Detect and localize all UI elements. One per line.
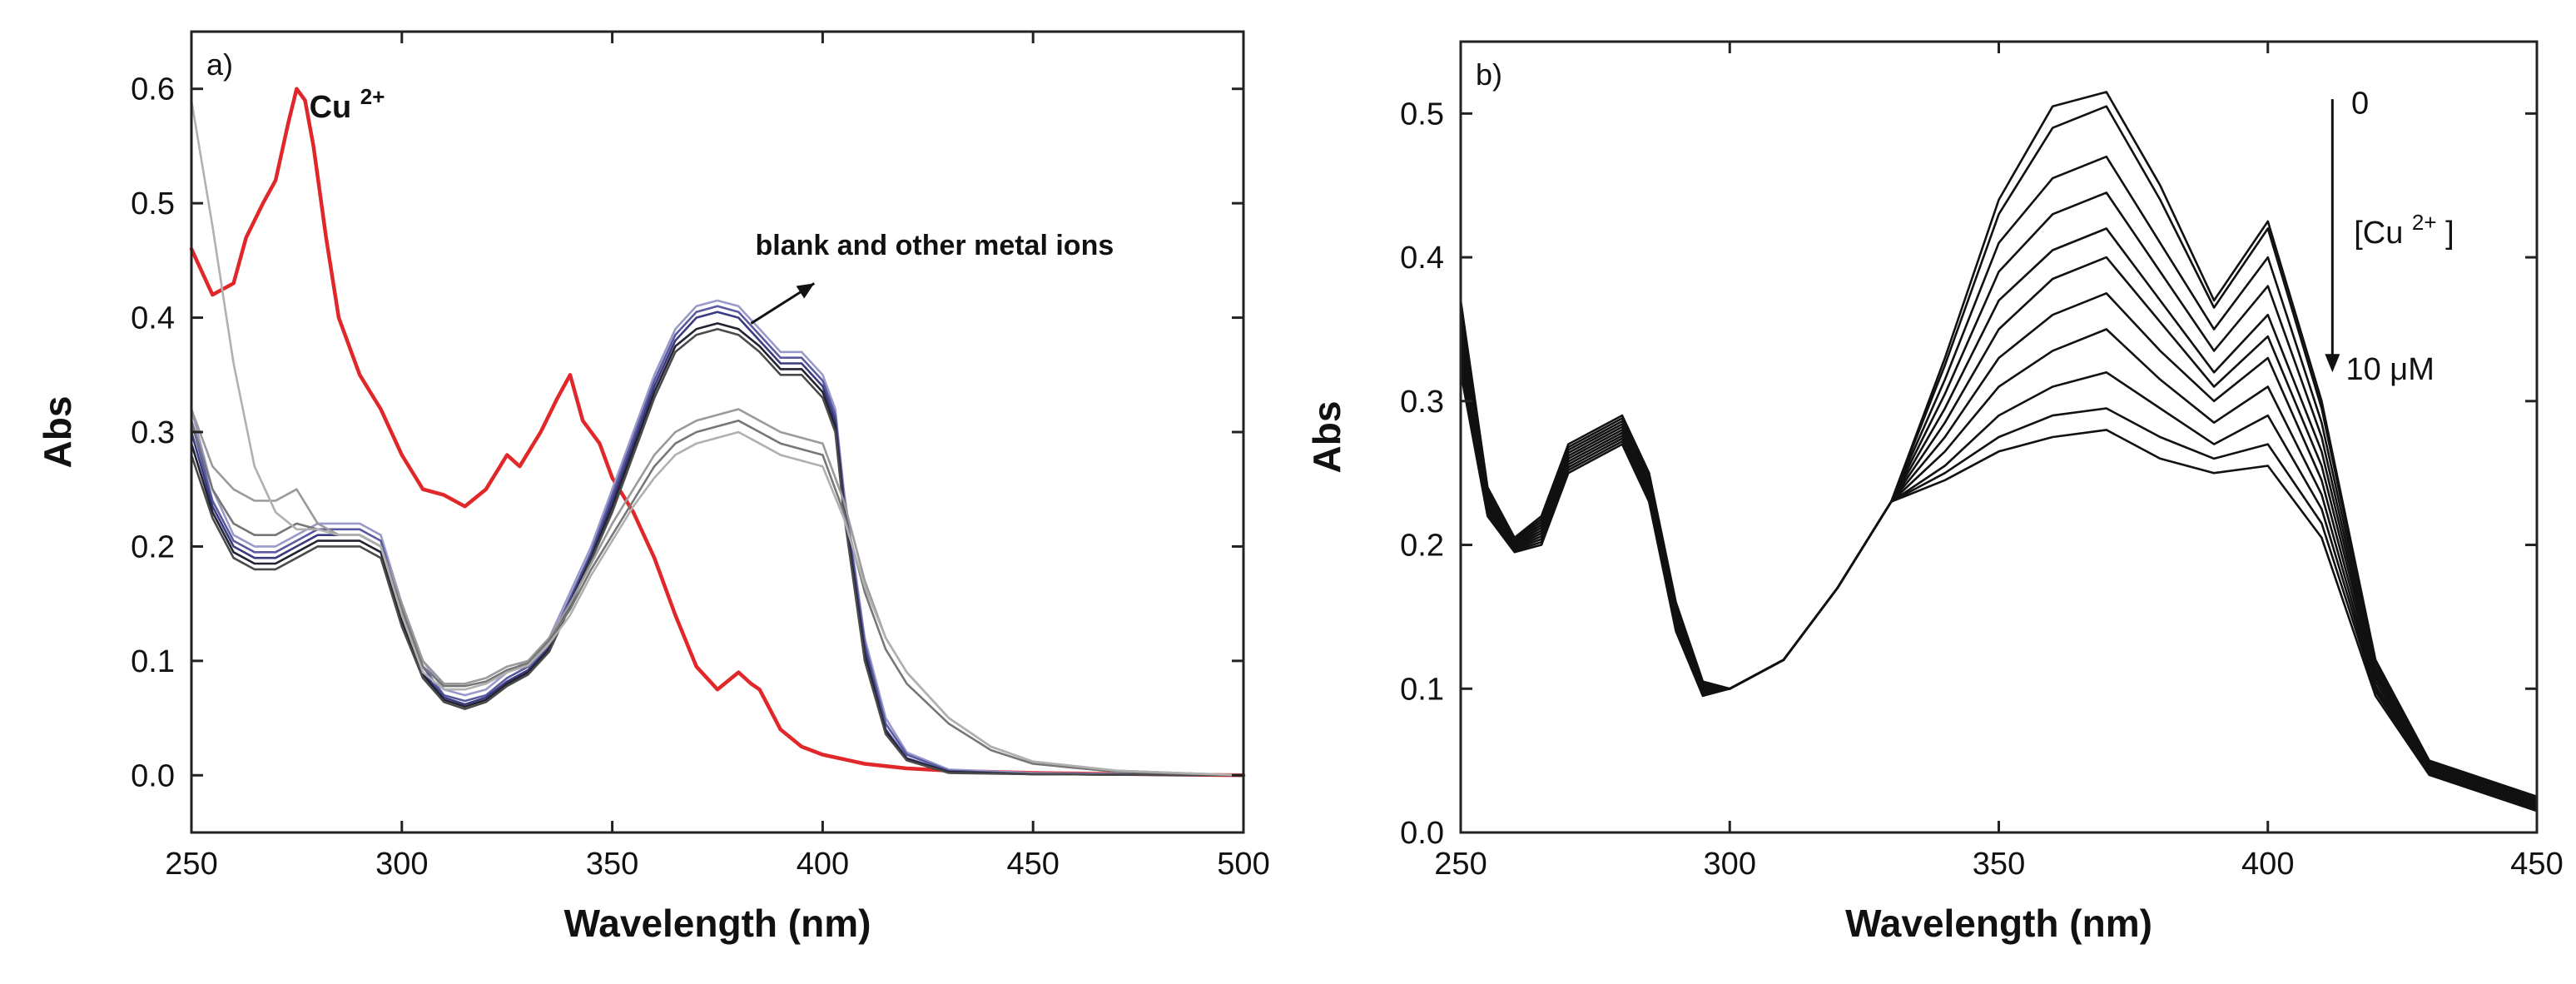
a-series-line-6 [190, 408, 1245, 777]
b-y-tick-label: 0.3 [1400, 385, 1444, 420]
b-y-tick-label: 0.4 [1400, 241, 1444, 276]
panel-b-end-annotation: 10 μM [2345, 352, 2434, 387]
b-series-line-4 [1459, 227, 2539, 804]
panel-a-cu-annotation: Cu 2+ [310, 84, 385, 125]
b-y-tick-label: 0.2 [1400, 529, 1444, 564]
a-series-line-7 [190, 419, 1245, 777]
a-series-line-8 [190, 99, 1245, 777]
a-x-tick-label: 350 [586, 847, 638, 882]
panel-b-x-axis-title: Wavelength (nm) [1845, 902, 2152, 945]
b-series-line-3 [1459, 191, 2539, 803]
a-y-tick-label: 0.1 [131, 644, 175, 679]
panel-a-y-axis-title: Abs [36, 396, 79, 469]
conc-annotation-prefix: [Cu [2354, 216, 2403, 251]
panel-b-titration-arrowhead [2325, 354, 2340, 373]
a-series-line-5 [190, 327, 1245, 777]
b-series-line-10 [1459, 370, 2539, 813]
a-x-tick-label: 450 [1006, 847, 1059, 882]
a-y-tick-label: 0.4 [131, 301, 175, 336]
panel-a-series-group [189, 87, 1246, 778]
b-x-tick-label: 350 [1973, 847, 2025, 882]
a-y-tick-label: 0.3 [131, 415, 175, 450]
panel-a-label: a) [206, 47, 233, 82]
panel-a-plot-frame [190, 30, 1245, 834]
a-y-tick-label: 0.6 [131, 72, 175, 107]
panel-b-ticks: 250 300 350 400 450 0.0 0.1 0.2 0.3 0.4 0.5 [1400, 42, 2564, 882]
conc-annotation-suffix: ] [2445, 216, 2454, 251]
panel-a-annotation-arrowhead [796, 283, 815, 299]
a-y-tick-label: 0.2 [131, 529, 175, 564]
a-series-line-1 [190, 299, 1245, 777]
b-y-tick-label: 0.5 [1400, 97, 1444, 132]
a-series-line-0 [189, 87, 1246, 778]
panel-a-x-axis-title: Wavelength (nm) [564, 902, 871, 945]
a-x-tick-label: 500 [1217, 847, 1269, 882]
b-series-line-7 [1459, 328, 2539, 808]
a-y-tick-label: 0.0 [131, 758, 175, 793]
a-x-tick-label: 250 [165, 847, 217, 882]
b-y-tick-label: 0.1 [1400, 672, 1444, 707]
panel-b-label: b) [1476, 57, 1502, 92]
b-x-tick-label: 250 [1434, 847, 1487, 882]
panel-a-blank-annotation: blank and other metal ions [756, 230, 1114, 261]
panel-b-start-annotation: 0 [2351, 86, 2369, 121]
b-x-tick-label: 400 [2241, 847, 2294, 882]
b-x-tick-label: 300 [1704, 847, 1756, 882]
cu-annotation-superscript: 2+ [360, 84, 385, 109]
panel-b-y-axis-title: Abs [1305, 401, 1348, 474]
a-series-line-4 [190, 322, 1245, 777]
b-y-tick-label: 0.0 [1400, 816, 1444, 851]
panel-b-series-group [1459, 91, 2539, 813]
a-series-line-3 [190, 311, 1245, 777]
panel-a-chart: 250 300 350 400 450 5000.00.10.20.30.40.50.6 … [36, 30, 1270, 945]
a-y-tick-label: 0.5 [131, 186, 175, 221]
panel-b-chart: 250 300 350 400 450 0.0 0.1 0.2 0.3 0.4 0.5 b) Abs… [1305, 40, 2564, 945]
a-x-tick-label: 300 [375, 847, 428, 882]
a-x-tick-label: 400 [797, 847, 849, 882]
conc-annotation-superscript: 2+ [2412, 210, 2437, 235]
b-series-line-2 [1459, 155, 2539, 801]
cu-annotation-text: Cu [310, 90, 352, 125]
b-series-line-5 [1459, 256, 2539, 805]
b-x-tick-label: 450 [2510, 847, 2563, 882]
panel-b-concentration-annotation: [Cu 2+ ] [2354, 202, 2454, 251]
panel-a-ticks: 250 300 350 400 450 500 0.0 0.1 0.2 0.3 0.4 0.5 0.6 [131, 32, 1270, 882]
